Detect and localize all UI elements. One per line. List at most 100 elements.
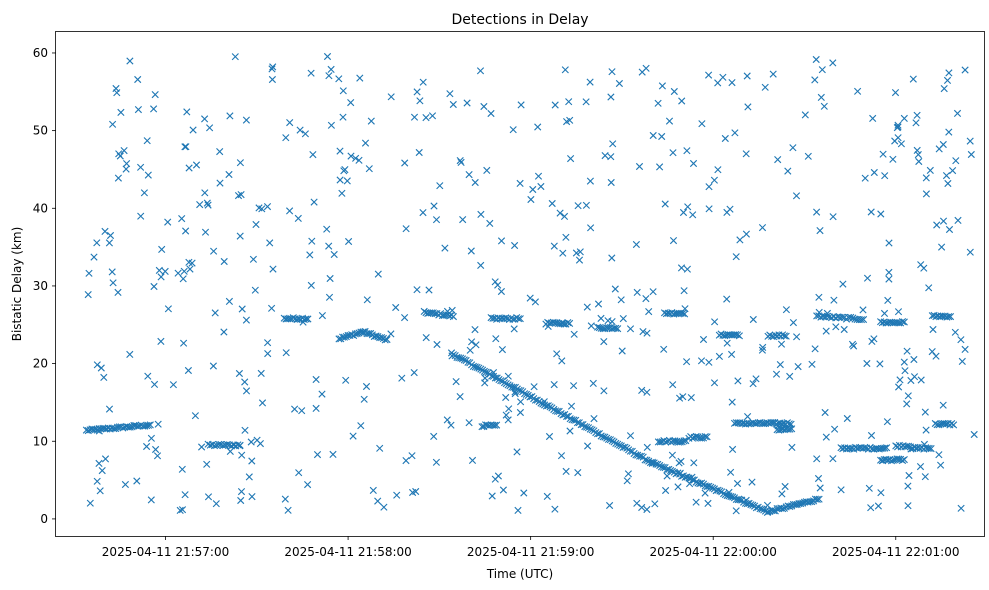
data-point (242, 387, 251, 395)
data-point (325, 72, 333, 80)
data-point (859, 306, 867, 314)
data-point (683, 147, 691, 155)
data-point (383, 335, 391, 344)
data-point (504, 372, 512, 380)
data-point (816, 484, 824, 492)
data-point (654, 460, 662, 468)
data-point (360, 395, 368, 403)
data-point (355, 156, 363, 164)
data-point (465, 171, 473, 179)
data-point (338, 189, 346, 197)
data-point (84, 427, 92, 435)
data-point (419, 209, 427, 217)
data-point (870, 335, 878, 343)
data-point (511, 241, 519, 250)
data-point (811, 76, 819, 84)
data-point (307, 281, 315, 289)
y-tick-label: 10 (33, 434, 48, 448)
data-point (735, 332, 743, 340)
data-point (832, 323, 840, 331)
data-point (114, 174, 122, 182)
data-point (112, 84, 120, 93)
data-point (643, 456, 651, 464)
data-point (698, 479, 706, 487)
data-point (203, 460, 211, 468)
data-point (829, 59, 837, 67)
data-point (325, 242, 333, 250)
data-point (443, 416, 451, 424)
data-point (794, 363, 802, 371)
data-point (182, 227, 190, 235)
data-point (543, 492, 551, 500)
data-point (590, 415, 598, 423)
y-tick-label: 0 (40, 512, 48, 526)
data-point (457, 158, 465, 166)
data-point (749, 315, 757, 324)
data-point (743, 72, 751, 80)
data-point (155, 266, 163, 274)
data-point (927, 445, 935, 453)
data-point (537, 182, 545, 191)
data-point (683, 265, 691, 273)
data-point (619, 315, 627, 323)
data-point (269, 265, 277, 273)
data-point (808, 360, 816, 368)
data-point (758, 346, 766, 354)
data-point (865, 484, 873, 492)
data-point (900, 114, 908, 122)
data-point (894, 308, 903, 316)
data-point (961, 66, 969, 74)
data-point (729, 493, 737, 501)
data-point (150, 282, 158, 291)
data-point (612, 439, 620, 447)
data-point (789, 144, 797, 152)
data-point (900, 318, 908, 326)
data-point (147, 434, 155, 442)
data-point (668, 451, 676, 459)
data-point (786, 425, 794, 433)
data-point (184, 366, 192, 375)
data-point (548, 199, 556, 208)
data-point (626, 447, 634, 455)
data-point (236, 232, 244, 240)
data-point (594, 300, 603, 308)
data-point (945, 225, 954, 234)
data-point (566, 319, 574, 327)
data-point (534, 123, 542, 131)
data-point (295, 469, 303, 477)
data-point (829, 213, 837, 221)
data-point (863, 359, 871, 368)
data-point (582, 98, 590, 106)
data-point (698, 120, 706, 128)
data-point (723, 208, 731, 216)
data-point (198, 443, 206, 451)
data-point (269, 63, 277, 71)
data-point (894, 134, 902, 142)
data-point (488, 372, 496, 380)
data-point (430, 432, 438, 440)
data-point (953, 109, 962, 117)
data-point (914, 151, 922, 159)
data-point (633, 288, 641, 296)
data-point (164, 218, 172, 226)
data-point (633, 499, 641, 507)
data-point (586, 425, 594, 433)
data-point (551, 505, 559, 513)
data-point (413, 286, 421, 294)
data-point (617, 296, 625, 304)
data-point (823, 312, 831, 320)
y-tick-label: 20 (33, 357, 48, 371)
data-point (476, 67, 485, 75)
data-point (769, 507, 778, 515)
data-point (509, 126, 517, 134)
data-point (658, 82, 666, 90)
data-point (90, 253, 98, 261)
data-point (514, 315, 523, 323)
data-point (692, 432, 700, 441)
data-point (310, 198, 318, 206)
data-point (949, 167, 957, 175)
data-point (326, 274, 334, 283)
data-point (642, 295, 650, 303)
data-point (521, 390, 529, 398)
data-point (212, 500, 220, 508)
